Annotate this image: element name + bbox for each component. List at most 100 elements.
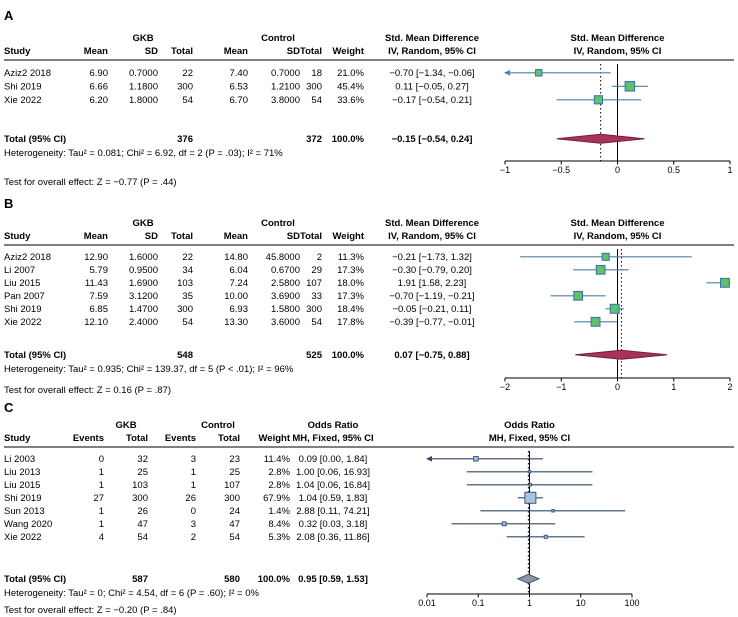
cell-value: 54 [137,532,148,543]
plot-effect-title: Std. Mean Difference [571,33,665,44]
cell-value: 47 [229,519,240,530]
ci-text: 1.04 [0.06, 16.84] [296,480,370,491]
cell-value: 22 [182,252,193,263]
col-header: SD [287,46,300,57]
ci-text: 0.11 [−0.05, 0.27] [395,82,469,93]
cell-value: 25 [137,467,148,478]
col-header: Total [171,46,193,57]
ci-text: −0.39 [−0.77, −0.01] [389,317,474,328]
cell-value: 54 [182,95,193,106]
panel-b: B GKB Control Std. Mean Difference Std. Mean… [0,194,738,398]
cell-value: 6.85 [90,304,109,315]
col-header: Events [165,433,196,444]
cell-value: 5.3% [268,532,290,543]
axis-tick-label: 1 [527,598,532,608]
axis-tick-label: 0.5 [667,165,680,175]
plot-effect-title: Odds Ratio [504,420,555,431]
cell-value: 1.6900 [129,278,158,289]
total-value: 525 [306,350,323,361]
total-value: 372 [306,134,322,145]
cell-value: 24 [229,506,240,517]
cell-value: 1.8000 [129,95,158,106]
ci-text: 2.08 [0.36, 11.86] [296,532,369,543]
effect-method: IV, Random, 95% CI [388,231,476,242]
cell-value: 3.6000 [271,317,300,328]
effect-marker [719,277,730,288]
cell-value: 3.6900 [271,291,300,302]
cell-value: 22 [182,68,193,79]
cell-value: 300 [177,304,193,315]
panel-letter: A [4,8,14,23]
effect-marker [609,303,620,314]
ci-text: −0.21 [−1.73, 1.32] [392,252,472,263]
cell-value: 300 [306,82,322,93]
overall-test-text: Test for overall effect: Z = −0.20 (P = … [4,605,177,616]
cell-value: 17.8% [337,317,364,328]
cell-value: 300 [177,82,193,93]
axis-tick-label: 1 [727,165,732,175]
cell-value: 54 [311,317,322,328]
study-header: Study [4,231,31,242]
effect-marker [501,521,507,527]
effect-title: Std. Mean Difference [385,33,479,44]
study-header: Study [4,46,31,57]
total-value: 376 [177,134,193,145]
plot-effect-method: IV, Random, 95% CI [574,231,662,242]
cell-value: 300 [224,493,240,504]
overall-test-text: Test for overall effect: Z = −0.77 (P = … [4,177,177,188]
total-value: 580 [224,574,240,585]
cell-value: 6.04 [230,265,249,276]
ci-text: −0.05 [−0.21, 0.11] [392,304,471,315]
study-name: Liu 2015 [4,480,40,491]
study-name: Liu 2013 [4,467,40,478]
cell-value: 45.4% [337,82,364,93]
study-name: Xie 2022 [4,317,42,328]
cell-value: 1 [99,480,104,491]
effect-marker [473,456,479,462]
cell-value: 4 [99,532,104,543]
effect-method: IV, Random, 95% CI [388,46,476,57]
study-name: Liu 2015 [4,278,40,289]
effect-marker [524,491,537,504]
cell-value: 33 [311,291,322,302]
effect-marker [595,264,606,275]
effect-marker [528,483,533,487]
total-label: Total (95% CI) [4,134,66,145]
cell-value: 27 [93,493,104,504]
cell-value: 21.0% [337,68,364,79]
effect-marker [624,81,636,92]
cell-value: 1.5800 [271,304,300,315]
axis-tick-label: −2 [500,382,510,392]
cell-value: 107 [224,480,240,491]
col-header: Mean [224,231,248,242]
axis-tick-label: −1 [556,382,566,392]
axis-tick-label: −0.5 [552,165,570,175]
cell-value: 6.93 [230,304,249,315]
col-header: Events [73,433,104,444]
cell-value: 2.4000 [129,317,158,328]
study-name: Shi 2019 [4,82,42,93]
effect-marker [590,316,601,327]
study-name: Shi 2019 [4,493,42,504]
cell-value: 8.4% [268,519,290,530]
ci-arrow-left [426,456,432,462]
cell-value: 103 [177,278,193,289]
effect-marker [573,290,583,301]
cell-value: 25 [229,467,240,478]
cell-value: 2.8% [268,480,290,491]
cell-value: 6.20 [90,95,109,106]
col-header: Mean [84,46,108,57]
cell-value: 33.6% [337,95,364,106]
col-header: Weight [259,433,291,444]
heterogeneity-text: Heterogeneity: Tau² = 0.935; Chi² = 139.… [4,364,294,375]
study-name: Shi 2019 [4,304,42,315]
total-label: Total (95% CI) [4,350,66,361]
col-header: Mean [84,231,108,242]
cell-value: 3 [191,454,196,465]
group1-header: GKB [132,218,153,229]
ci-text: −0.17 [−0.54, 0.21] [392,95,472,106]
cell-value: 67.9% [263,493,290,504]
cell-value: 0 [99,454,104,465]
cell-value: 54 [311,95,322,106]
cell-value: 1.1800 [129,82,158,93]
